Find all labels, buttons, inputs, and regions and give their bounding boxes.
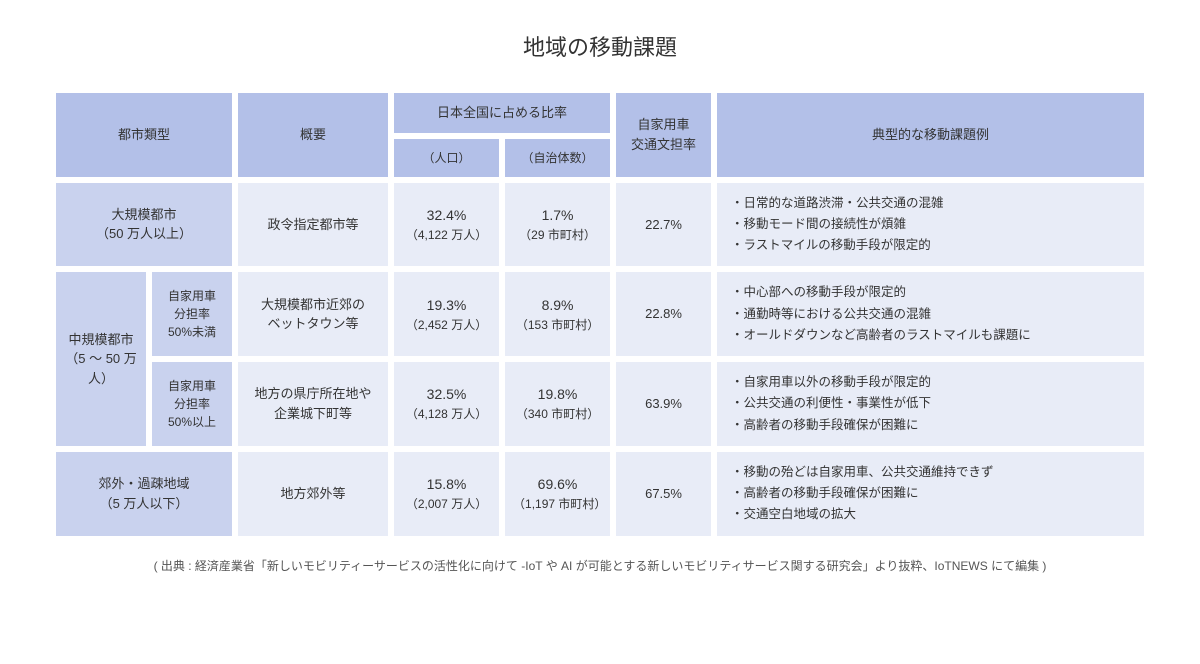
row-pop: 15.8% （2,007 万人） — [394, 452, 499, 536]
table-row: 自家用車分担率50%以上 地方の県庁所在地や企業城下町等 32.5% （4,12… — [56, 362, 1144, 446]
table-row: 中規模都市（5 〜 50 万人） 自家用車分担率50%未満 大規模都市近郊のベッ… — [56, 272, 1144, 356]
row-muni: 8.9% （153 市町村） — [505, 272, 610, 356]
row-overview: 大規模都市近郊のベットタウン等 — [238, 272, 388, 356]
row-type-sub: 自家用車分担率50%未満 — [152, 272, 232, 356]
row-car: 63.9% — [616, 362, 711, 446]
muni-sub: （340 市町村） — [513, 405, 602, 423]
hdr-overview: 概要 — [238, 93, 388, 177]
pop-sub: （2,007 万人） — [402, 495, 491, 513]
muni-pct: 69.6% — [513, 474, 602, 495]
mobility-table: 都市類型 概要 日本全国に占める比率 自家用車交通文担率 典型的な移動課題例 （… — [50, 87, 1150, 542]
row-issues: ・自家用車以外の移動手段が限定的・公共交通の利便性・事業性が低下・高齢者の移動手… — [717, 362, 1144, 446]
muni-pct: 8.9% — [513, 295, 602, 316]
table-row: 大規模都市（50 万人以上） 政令指定都市等 32.4% （4,122 万人） … — [56, 183, 1144, 267]
pop-pct: 19.3% — [402, 295, 491, 316]
row-pop: 19.3% （2,452 万人） — [394, 272, 499, 356]
row-car: 22.8% — [616, 272, 711, 356]
muni-sub: （29 市町村） — [513, 226, 602, 244]
row-car: 67.5% — [616, 452, 711, 536]
hdr-car-share: 自家用車交通文担率 — [616, 93, 711, 177]
row-type: 中規模都市（5 〜 50 万人） — [56, 272, 146, 446]
row-type: 郊外・過疎地域（5 万人以下） — [56, 452, 232, 536]
hdr-city-type: 都市類型 — [56, 93, 232, 177]
pop-pct: 32.5% — [402, 384, 491, 405]
row-issues: ・日常的な道路渋滞・公共交通の混雑・移動モード間の接続性が煩雑・ラストマイルの移… — [717, 183, 1144, 267]
table-row: 郊外・過疎地域（5 万人以下） 地方郊外等 15.8% （2,007 万人） 6… — [56, 452, 1144, 536]
hdr-ratio-group: 日本全国に占める比率 — [394, 93, 610, 133]
source-citation: ( 出典 : 経済産業省「新しいモビリティーサービスの活性化に向けて -IoT … — [50, 557, 1150, 574]
muni-sub: （1,197 市町村） — [513, 495, 602, 513]
muni-pct: 19.8% — [513, 384, 602, 405]
row-overview: 地方の県庁所在地や企業城下町等 — [238, 362, 388, 446]
row-pop: 32.4% （4,122 万人） — [394, 183, 499, 267]
page-title: 地域の移動課題 — [50, 30, 1150, 62]
row-overview: 政令指定都市等 — [238, 183, 388, 267]
row-car: 22.7% — [616, 183, 711, 267]
row-muni: 69.6% （1,197 市町村） — [505, 452, 610, 536]
row-type-sub: 自家用車分担率50%以上 — [152, 362, 232, 446]
row-muni: 1.7% （29 市町村） — [505, 183, 610, 267]
pop-sub: （4,128 万人） — [402, 405, 491, 423]
row-issues: ・移動の殆どは自家用車、公共交通維持できず・高齢者の移動手段確保が困難に・交通空… — [717, 452, 1144, 536]
pop-sub: （2,452 万人） — [402, 316, 491, 334]
pop-sub: （4,122 万人） — [402, 226, 491, 244]
pop-pct: 15.8% — [402, 474, 491, 495]
hdr-issues: 典型的な移動課題例 — [717, 93, 1144, 177]
row-pop: 32.5% （4,128 万人） — [394, 362, 499, 446]
row-type: 大規模都市（50 万人以上） — [56, 183, 232, 267]
muni-sub: （153 市町村） — [513, 316, 602, 334]
row-overview: 地方郊外等 — [238, 452, 388, 536]
muni-pct: 1.7% — [513, 205, 602, 226]
row-issues: ・中心部への移動手段が限定的・通勤時等における公共交通の混雑・オールドダウンなど… — [717, 272, 1144, 356]
pop-pct: 32.4% — [402, 205, 491, 226]
hdr-ratio-muni: （自治体数） — [505, 139, 610, 177]
row-muni: 19.8% （340 市町村） — [505, 362, 610, 446]
hdr-ratio-pop: （人口） — [394, 139, 499, 177]
